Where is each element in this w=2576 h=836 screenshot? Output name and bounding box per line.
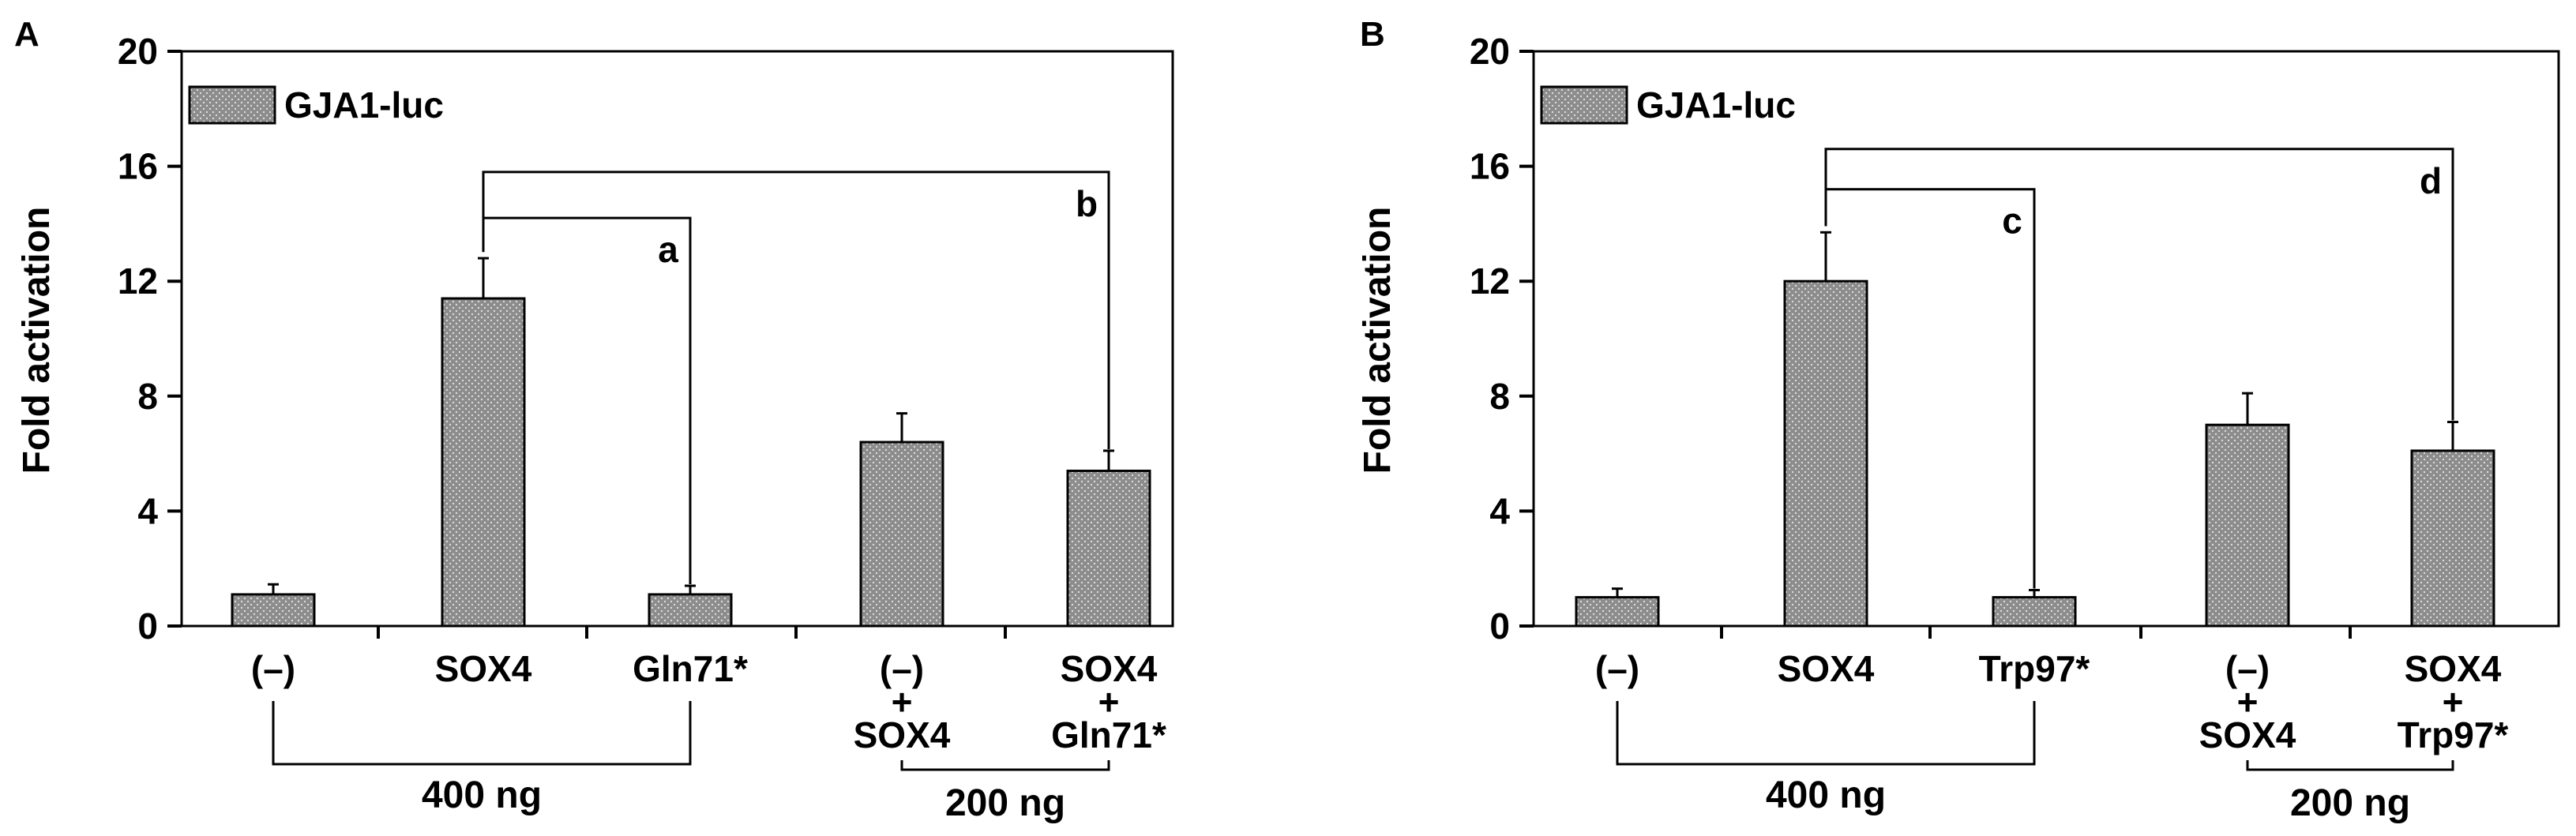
y-tick-label: 12 [118, 261, 158, 302]
x-category-label: Trp97* [1979, 648, 2090, 689]
plot-frame [1532, 50, 2560, 628]
bar-4 [1066, 469, 1151, 628]
x-category-label: Trp97* [2398, 714, 2509, 755]
group-bracket-label: 400 ng [422, 774, 542, 816]
x-category-label: SOX4 [2405, 648, 2502, 689]
panel-label: A [14, 15, 39, 54]
group-bracket [1616, 701, 2036, 766]
x-category-label: (–) [2225, 648, 2270, 689]
x-category-label: + [2237, 681, 2259, 722]
group-bracket [900, 760, 1110, 771]
bar-4 [2410, 449, 2495, 628]
y-tick-label: 16 [118, 146, 158, 187]
y-tick-label: 4 [1489, 490, 1510, 531]
y-tick-label: 8 [137, 376, 158, 417]
bar-0 [231, 593, 316, 628]
bar-2 [1992, 596, 2077, 628]
group-bracket [272, 701, 692, 766]
legend-swatch [1540, 85, 1628, 125]
x-category-label: SOX4 [854, 714, 951, 755]
y-axis-label: Fold activation [1357, 207, 1399, 474]
chart-panel-a: A 0 4 8 12 16 20 Fold activation (–) SOX4 Gln71* (–… [14, 15, 1174, 824]
y-tick-label: 16 [1470, 146, 1510, 187]
y-tick-label: 20 [1470, 31, 1510, 72]
y-tick-label: 12 [1470, 261, 1510, 302]
comparison-label: b [1076, 183, 1098, 224]
y-tick-label: 20 [118, 31, 158, 72]
comparison-label: a [658, 229, 678, 270]
comparison-bracket [482, 171, 1110, 449]
bar-2 [648, 593, 733, 628]
group-bracket-label: 400 ng [1766, 774, 1886, 816]
y-tick-label: 8 [1489, 376, 1510, 417]
y-axis-label: Fold activation [16, 207, 58, 474]
legend-label: GJA1-luc [1636, 84, 1796, 126]
x-category-label: SOX4 [2199, 714, 2296, 755]
x-category-label: SOX4 [1778, 648, 1875, 689]
x-category-label: (–) [1595, 648, 1639, 689]
y-tick-label: 0 [1489, 605, 1510, 647]
group-bracket-label: 200 ng [2290, 782, 2410, 824]
x-category-label: + [1098, 681, 1120, 722]
comparison-label: c [2002, 201, 2022, 242]
legend-label: GJA1-luc [284, 84, 444, 126]
plot-frame [180, 50, 1174, 628]
group-bracket-label: 200 ng [945, 782, 1065, 824]
bar-3 [859, 440, 944, 628]
legend-swatch [188, 85, 276, 125]
chart-panel-b: B 0 4 8 12 16 20 Fold activation (–) SOX4 Trp97* (–… [1357, 15, 2560, 824]
x-category-label: (–) [880, 648, 924, 689]
y-tick-label: 0 [137, 605, 158, 647]
x-category-label: SOX4 [435, 648, 532, 689]
y-tick-label: 4 [137, 490, 158, 531]
x-category-label: + [892, 681, 913, 722]
bar-3 [2205, 423, 2290, 628]
bar-0 [1575, 596, 1660, 628]
x-category-label: Gln71* [633, 648, 748, 689]
bar-1 [441, 297, 526, 628]
comparison-label: d [2420, 160, 2442, 201]
x-category-label: SOX4 [1061, 648, 1158, 689]
bar-1 [1783, 279, 1868, 628]
group-bracket [2246, 760, 2454, 771]
x-category-label: + [2443, 681, 2464, 722]
panel-label: B [1360, 15, 1385, 54]
comparison-bracket [1824, 148, 2454, 421]
x-category-label: (–) [251, 648, 295, 689]
x-category-label: Gln71* [1051, 714, 1166, 755]
